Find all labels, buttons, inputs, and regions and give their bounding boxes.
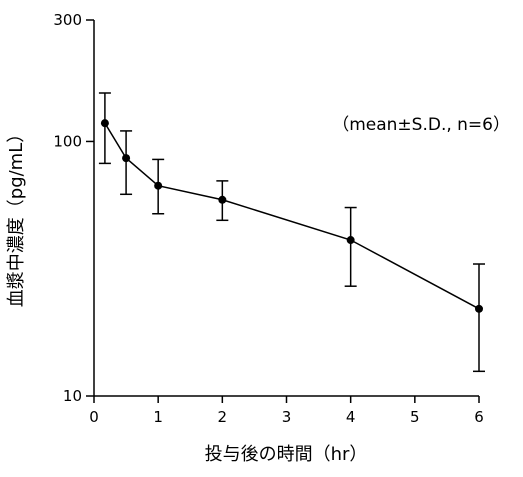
y-tick-label: 10: [63, 387, 82, 405]
data-point: [122, 154, 131, 163]
error-bars: [98, 92, 485, 373]
data-point: [346, 236, 355, 245]
stats-annotation: （mean±S.D., n=6）: [332, 115, 510, 135]
x-tick-label: 0: [89, 408, 99, 426]
x-tick-label: 6: [474, 408, 484, 426]
x-axis-title: 投与後の時間（hr）: [205, 444, 368, 465]
y-tick-label: 300: [53, 11, 82, 29]
x-tick-label: 3: [282, 408, 292, 426]
y-axis-ticks: 10 100 300: [53, 11, 94, 405]
data-point: [100, 119, 109, 128]
x-tick-label: 5: [410, 408, 420, 426]
data-point: [154, 181, 163, 190]
data-points: [100, 119, 483, 313]
axes: [93, 20, 479, 397]
x-axis-ticks: 0 1 2 3 4 5 6: [89, 396, 484, 426]
data-point: [218, 195, 227, 204]
x-tick-label: 2: [218, 408, 228, 426]
x-tick-label: 4: [346, 408, 356, 426]
series-line: [104, 122, 480, 310]
y-axis-title: 血漿中濃度（pg/mL）: [6, 125, 27, 307]
series-polyline: [104, 122, 480, 310]
y-tick-label: 100: [53, 132, 82, 150]
data-point: [475, 304, 483, 313]
x-tick-label: 1: [153, 408, 163, 426]
